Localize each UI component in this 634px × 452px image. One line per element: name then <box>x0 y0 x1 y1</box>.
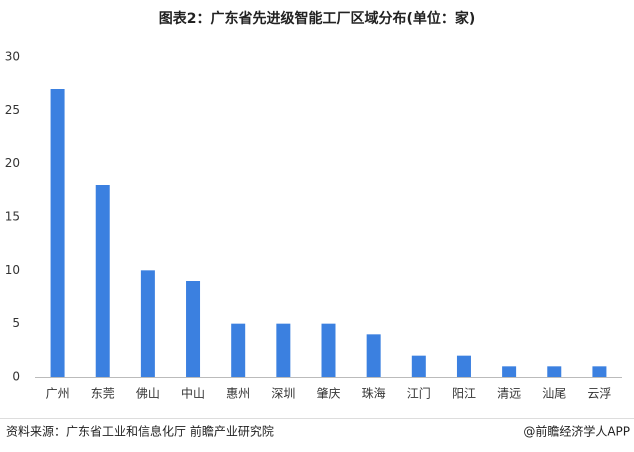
bar <box>592 366 607 377</box>
x-tick-label: 江门 <box>407 386 431 401</box>
chart-title: 图表2：广东省先进级智能工厂区域分布(单位：家) <box>159 10 476 27</box>
bar <box>411 355 426 377</box>
x-tick-label: 东莞 <box>91 387 115 401</box>
bar <box>502 366 517 377</box>
x-tick-label: 珠海 <box>362 386 386 401</box>
credit: @前瞻经济学人APP <box>523 424 630 439</box>
x-tick-label: 阳江 <box>452 387 476 401</box>
bar <box>95 185 110 377</box>
x-tick-label: 广州 <box>46 387 70 401</box>
x-tick-label: 汕尾 <box>542 387 566 401</box>
source-note: 资料来源：广东省工业和信息化厅 前瞻产业研究院 <box>6 424 274 439</box>
bar <box>321 323 336 377</box>
y-tick-label: 20 <box>5 156 20 170</box>
bar <box>456 355 471 377</box>
bar <box>186 281 201 377</box>
x-tick-label: 清远 <box>497 387 521 401</box>
x-tick-label: 云浮 <box>587 387 611 401</box>
bar <box>366 334 381 377</box>
x-tick-label: 深圳 <box>271 387 295 401</box>
y-tick-label: 30 <box>5 50 20 64</box>
y-tick-label: 0 <box>12 370 20 384</box>
y-tick-label: 10 <box>5 263 20 277</box>
bar <box>276 323 291 377</box>
bar <box>547 366 562 377</box>
bar <box>50 89 65 377</box>
y-tick-label: 15 <box>5 210 20 224</box>
x-tick-label: 惠州 <box>226 387 250 401</box>
x-tick-label: 肇庆 <box>316 386 340 401</box>
x-tick-label: 中山 <box>181 386 205 401</box>
y-tick-label: 5 <box>12 316 20 330</box>
bar <box>231 323 246 377</box>
y-tick-label: 25 <box>5 103 20 117</box>
bar <box>140 270 155 377</box>
x-tick-label: 佛山 <box>136 387 160 401</box>
